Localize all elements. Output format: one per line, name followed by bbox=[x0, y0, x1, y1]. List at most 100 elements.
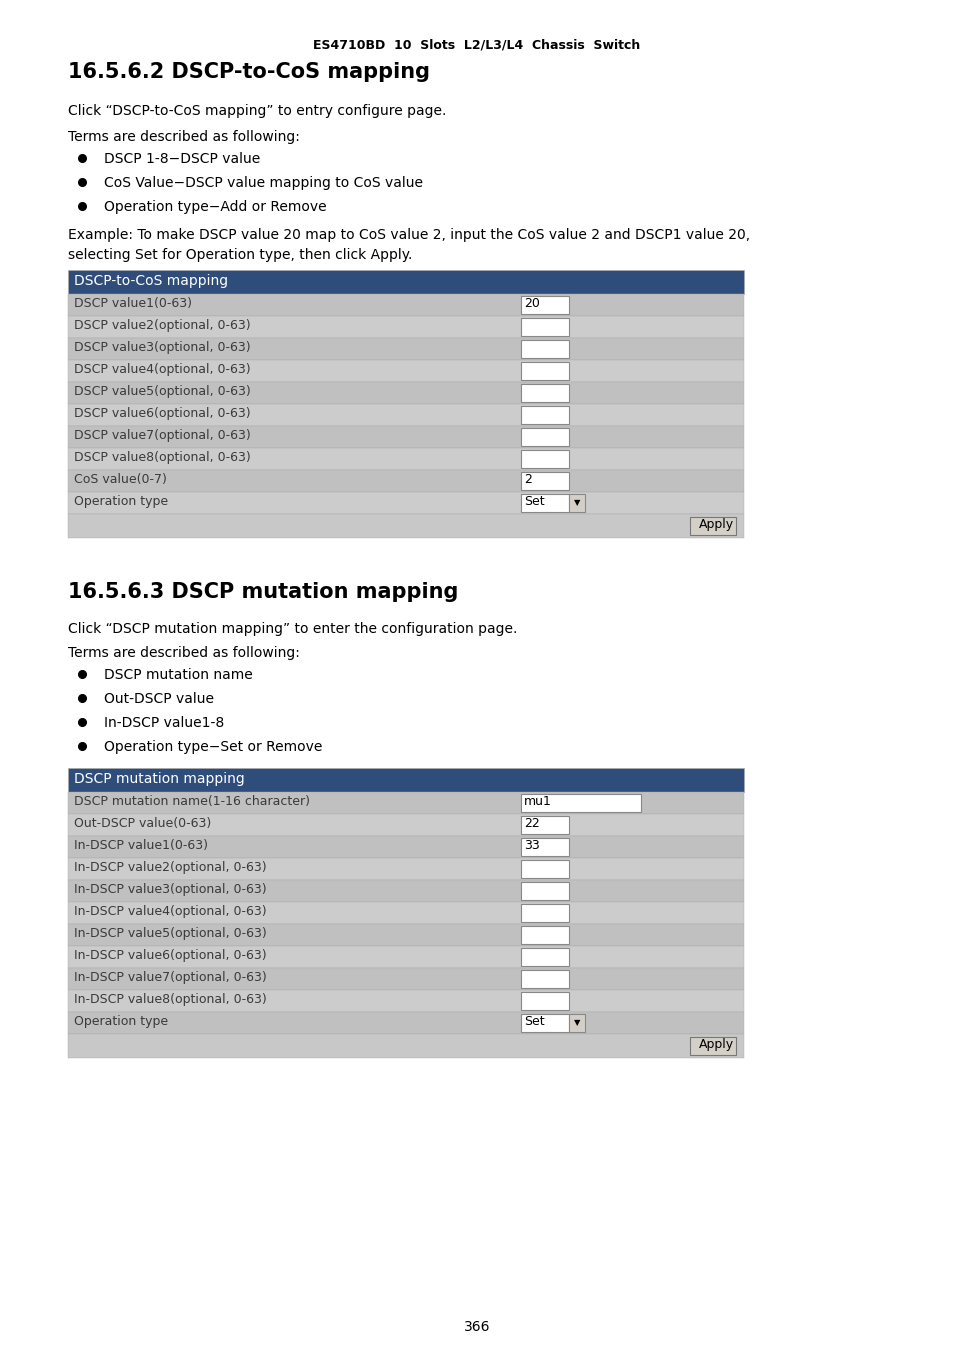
Text: Out-DSCP value(0-63): Out-DSCP value(0-63) bbox=[74, 817, 211, 830]
Bar bbox=[68, 946, 743, 969]
Bar bbox=[520, 296, 568, 313]
Text: ▼: ▼ bbox=[573, 499, 579, 508]
Text: In-DSCP value5(optional, 0-63): In-DSCP value5(optional, 0-63) bbox=[74, 927, 267, 940]
Text: DSCP value6(optional, 0-63): DSCP value6(optional, 0-63) bbox=[74, 407, 251, 420]
Text: Set: Set bbox=[523, 494, 544, 508]
Text: DSCP-to-CoS mapping: DSCP-to-CoS mapping bbox=[74, 274, 228, 288]
Bar bbox=[520, 794, 640, 812]
Text: Out-DSCP value: Out-DSCP value bbox=[104, 692, 213, 707]
Bar bbox=[568, 1015, 584, 1032]
Bar bbox=[520, 362, 568, 380]
Text: In-DSCP value1(0-63): In-DSCP value1(0-63) bbox=[74, 839, 208, 852]
Text: DSCP value2(optional, 0-63): DSCP value2(optional, 0-63) bbox=[74, 319, 251, 332]
Bar bbox=[68, 295, 743, 316]
Text: 16.5.6.2 DSCP-to-CoS mapping: 16.5.6.2 DSCP-to-CoS mapping bbox=[68, 62, 430, 82]
Text: ▼: ▼ bbox=[573, 1019, 579, 1028]
Text: Apply: Apply bbox=[699, 1038, 734, 1051]
Text: DSCP mutation name: DSCP mutation name bbox=[104, 667, 253, 682]
Text: In-DSCP value3(optional, 0-63): In-DSCP value3(optional, 0-63) bbox=[74, 884, 266, 896]
Text: Set: Set bbox=[523, 1015, 544, 1028]
Bar bbox=[520, 407, 568, 424]
Text: 22: 22 bbox=[523, 817, 539, 830]
Text: In-DSCP value6(optional, 0-63): In-DSCP value6(optional, 0-63) bbox=[74, 948, 266, 962]
Bar bbox=[68, 858, 743, 880]
Text: Apply: Apply bbox=[699, 517, 734, 531]
Bar bbox=[520, 948, 568, 966]
Bar bbox=[68, 404, 743, 426]
Text: 366: 366 bbox=[463, 1320, 490, 1333]
Text: Terms are described as following:: Terms are described as following: bbox=[68, 646, 299, 661]
Text: ES4710BD  10  Slots  L2/L3/L4  Chassis  Switch: ES4710BD 10 Slots L2/L3/L4 Chassis Switc… bbox=[313, 38, 640, 51]
Bar bbox=[68, 836, 743, 858]
Text: DSCP value5(optional, 0-63): DSCP value5(optional, 0-63) bbox=[74, 385, 251, 399]
Bar bbox=[68, 924, 743, 946]
Text: Click “DSCP mutation mapping” to enter the configuration page.: Click “DSCP mutation mapping” to enter t… bbox=[68, 621, 517, 636]
Text: Operation type: Operation type bbox=[74, 494, 168, 508]
Bar bbox=[520, 340, 568, 358]
Text: Click “DSCP-to-CoS mapping” to entry configure page.: Click “DSCP-to-CoS mapping” to entry con… bbox=[68, 104, 446, 118]
Text: selecting Set for Operation type, then click Apply.: selecting Set for Operation type, then c… bbox=[68, 249, 412, 262]
Bar bbox=[68, 426, 743, 449]
Bar bbox=[520, 925, 568, 944]
Bar bbox=[520, 317, 568, 336]
Bar bbox=[68, 316, 743, 338]
Text: 2: 2 bbox=[523, 473, 532, 486]
Text: DSCP value1(0-63): DSCP value1(0-63) bbox=[74, 297, 192, 309]
Bar bbox=[689, 1038, 735, 1055]
Bar bbox=[689, 517, 735, 535]
Bar bbox=[68, 902, 743, 924]
Text: In-DSCP value1-8: In-DSCP value1-8 bbox=[104, 716, 224, 730]
Bar bbox=[520, 882, 568, 900]
Bar bbox=[520, 384, 568, 403]
Text: DSCP value3(optional, 0-63): DSCP value3(optional, 0-63) bbox=[74, 340, 251, 354]
Text: Operation type−Add or Remove: Operation type−Add or Remove bbox=[104, 200, 326, 213]
Bar bbox=[68, 513, 743, 538]
Text: DSCP 1-8−DSCP value: DSCP 1-8−DSCP value bbox=[104, 153, 260, 166]
Bar bbox=[68, 767, 743, 792]
Text: DSCP value8(optional, 0-63): DSCP value8(optional, 0-63) bbox=[74, 451, 251, 463]
Text: mu1: mu1 bbox=[523, 794, 551, 808]
Text: In-DSCP value8(optional, 0-63): In-DSCP value8(optional, 0-63) bbox=[74, 993, 267, 1006]
Text: Example: To make DSCP value 20 map to CoS value 2, input the CoS value 2 and DSC: Example: To make DSCP value 20 map to Co… bbox=[68, 228, 749, 242]
Text: In-DSCP value2(optional, 0-63): In-DSCP value2(optional, 0-63) bbox=[74, 861, 266, 874]
Bar bbox=[520, 838, 568, 857]
Bar bbox=[520, 1015, 568, 1032]
Bar bbox=[520, 471, 568, 490]
Bar bbox=[68, 990, 743, 1012]
Bar bbox=[68, 492, 743, 513]
Bar bbox=[568, 494, 584, 512]
Bar bbox=[68, 1034, 743, 1058]
Text: Operation type: Operation type bbox=[74, 1015, 168, 1028]
Text: In-DSCP value7(optional, 0-63): In-DSCP value7(optional, 0-63) bbox=[74, 971, 267, 984]
Text: CoS Value−DSCP value mapping to CoS value: CoS Value−DSCP value mapping to CoS valu… bbox=[104, 176, 422, 190]
Text: CoS value(0-7): CoS value(0-7) bbox=[74, 473, 167, 486]
Bar bbox=[520, 428, 568, 446]
Text: 33: 33 bbox=[523, 839, 539, 852]
Text: In-DSCP value4(optional, 0-63): In-DSCP value4(optional, 0-63) bbox=[74, 905, 266, 917]
Text: 16.5.6.3 DSCP mutation mapping: 16.5.6.3 DSCP mutation mapping bbox=[68, 582, 457, 603]
Bar bbox=[68, 270, 743, 295]
Bar bbox=[68, 969, 743, 990]
Text: Terms are described as following:: Terms are described as following: bbox=[68, 130, 299, 145]
Bar bbox=[68, 449, 743, 470]
Bar bbox=[520, 861, 568, 878]
Text: 20: 20 bbox=[523, 297, 539, 309]
Bar bbox=[68, 880, 743, 902]
Bar bbox=[520, 904, 568, 921]
Bar bbox=[68, 338, 743, 359]
Bar bbox=[68, 382, 743, 404]
Bar bbox=[68, 470, 743, 492]
Text: DSCP mutation mapping: DSCP mutation mapping bbox=[74, 771, 245, 786]
Bar bbox=[520, 494, 568, 512]
Text: Operation type−Set or Remove: Operation type−Set or Remove bbox=[104, 740, 322, 754]
Text: DSCP mutation name(1-16 character): DSCP mutation name(1-16 character) bbox=[74, 794, 310, 808]
Bar bbox=[68, 792, 743, 815]
Text: DSCP value4(optional, 0-63): DSCP value4(optional, 0-63) bbox=[74, 363, 251, 376]
Text: DSCP value7(optional, 0-63): DSCP value7(optional, 0-63) bbox=[74, 430, 251, 442]
Bar bbox=[520, 816, 568, 834]
Bar bbox=[68, 1012, 743, 1034]
Bar bbox=[520, 992, 568, 1011]
Bar bbox=[68, 815, 743, 836]
Bar bbox=[520, 450, 568, 467]
Bar bbox=[68, 359, 743, 382]
